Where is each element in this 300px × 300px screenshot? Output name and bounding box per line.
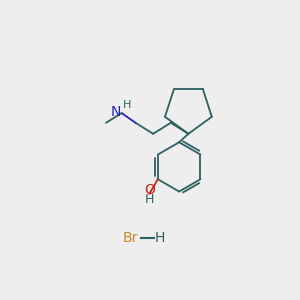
Text: Br: Br	[123, 231, 138, 245]
Text: H: H	[145, 193, 154, 206]
Text: N: N	[110, 104, 121, 118]
Text: H: H	[123, 100, 131, 110]
Text: H: H	[155, 231, 165, 245]
Text: O: O	[144, 183, 155, 197]
